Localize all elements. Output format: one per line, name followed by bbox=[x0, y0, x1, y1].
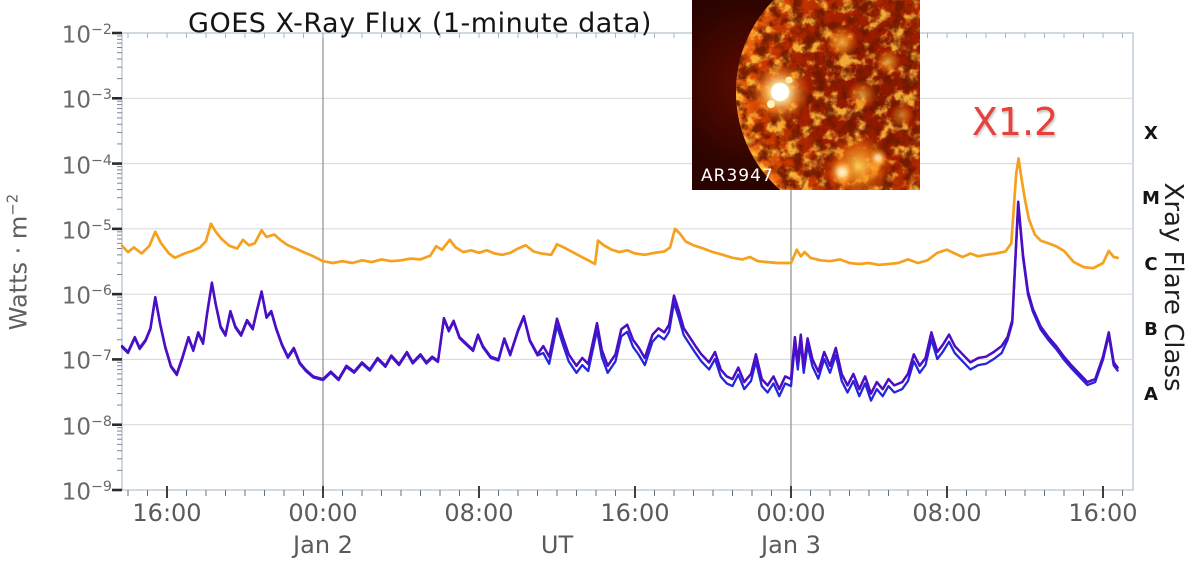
date-label: Jan 2 bbox=[293, 531, 353, 559]
y-tick-label: 10−3 bbox=[61, 87, 112, 114]
y-tick-label: 10−9 bbox=[61, 479, 112, 506]
flare-class-label: A bbox=[1144, 384, 1158, 406]
y-tick-label: 10−4 bbox=[61, 152, 112, 180]
x-tick-label: 16:00 bbox=[132, 499, 202, 527]
y-tick-label: 10−7 bbox=[61, 348, 112, 376]
sun-euv-image: AR3947 bbox=[652, 0, 984, 220]
inset-sun-image: AR3947 bbox=[652, 0, 984, 220]
y-tick-label: 10−8 bbox=[61, 413, 112, 441]
right-axis-label: Xray Flare Class bbox=[1158, 182, 1188, 392]
series-short-line bbox=[120, 200, 1119, 395]
flare-annotation: X1.2 bbox=[971, 100, 1059, 144]
flare-class-label: X bbox=[1144, 122, 1158, 144]
plot-frame bbox=[121, 32, 1134, 491]
x-tick-label: 00:00 bbox=[756, 499, 826, 527]
active-region-core bbox=[771, 83, 789, 101]
y-tick-label: 10−2 bbox=[61, 22, 112, 49]
x-tick-label: 08:00 bbox=[444, 499, 514, 527]
y-tick-label: 10−6 bbox=[61, 283, 112, 310]
ut-label: UT bbox=[540, 531, 574, 559]
date-label: Jan 3 bbox=[761, 531, 821, 559]
x-tick-label: 00:00 bbox=[288, 499, 358, 527]
x-tick-label: 16:00 bbox=[1068, 499, 1138, 527]
flare-class-label: M bbox=[1142, 188, 1160, 210]
chart-title: GOES X-Ray Flux (1-minute data) bbox=[188, 8, 652, 39]
y-tick-label: 10−5 bbox=[61, 217, 112, 245]
inset-region-label: AR3947 bbox=[701, 166, 774, 186]
x-tick-label: 16:00 bbox=[600, 499, 670, 527]
flare-class-label: B bbox=[1144, 318, 1158, 340]
flare-class-label: C bbox=[1144, 253, 1158, 275]
series-long-line bbox=[120, 157, 1119, 270]
x-tick-label: 08:00 bbox=[912, 499, 982, 527]
